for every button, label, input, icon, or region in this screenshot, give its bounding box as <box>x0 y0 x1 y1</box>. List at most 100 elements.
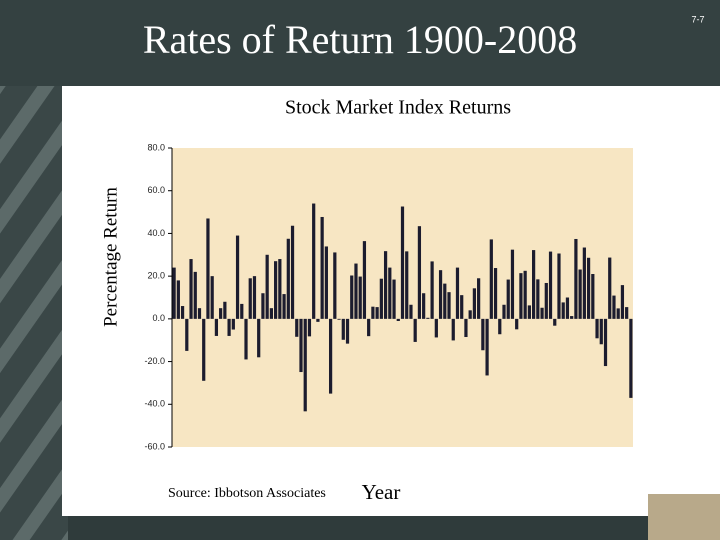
bar <box>227 318 231 336</box>
bar <box>248 278 252 319</box>
bar <box>392 279 396 319</box>
bar <box>629 318 633 398</box>
chart-title: Stock Market Index Returns <box>285 97 511 119</box>
bar <box>438 270 443 319</box>
bar <box>422 293 426 319</box>
bar <box>565 297 570 319</box>
bar <box>582 247 586 319</box>
bar <box>426 317 430 319</box>
bar <box>362 241 367 319</box>
bar <box>219 308 223 319</box>
y-tick-label: 60.0 <box>147 185 165 195</box>
bar <box>489 239 493 319</box>
bar <box>299 318 303 373</box>
bar <box>307 318 312 337</box>
bar <box>290 225 295 319</box>
bar <box>176 280 180 319</box>
bar <box>485 318 489 376</box>
y-tick-label: 40.0 <box>147 228 165 238</box>
bar <box>595 318 599 339</box>
y-tick-label: 80.0 <box>147 142 165 152</box>
y-axis-label: Percentage Return <box>100 187 121 327</box>
corner-image <box>648 494 720 540</box>
bar <box>625 307 629 319</box>
bar <box>586 257 591 319</box>
bar <box>527 305 531 319</box>
y-tick-label: 0.0 <box>152 313 165 323</box>
bar <box>231 318 235 330</box>
bar <box>354 263 358 319</box>
bar <box>185 318 189 351</box>
bar <box>455 267 460 319</box>
bar <box>544 282 548 319</box>
bar <box>206 218 210 319</box>
bar <box>616 308 620 319</box>
bar <box>417 226 422 319</box>
y-tick-label: -60.0 <box>144 441 165 451</box>
bar <box>240 303 244 319</box>
bar <box>379 278 383 319</box>
bar <box>295 318 299 337</box>
bar <box>472 288 477 319</box>
bar <box>460 295 464 319</box>
slide-title: Rates of Return 1900-2008 <box>143 17 577 62</box>
bar <box>493 268 498 319</box>
source-note: Source: Ibbotson Associates <box>168 486 326 501</box>
page-number: 7-7 <box>691 14 704 24</box>
bar <box>197 308 202 319</box>
bar <box>223 301 227 319</box>
bar <box>244 318 248 360</box>
bar <box>286 238 290 319</box>
bar <box>202 318 206 381</box>
bar <box>388 267 392 319</box>
bar <box>477 278 481 319</box>
header-band <box>0 0 720 86</box>
bar <box>193 271 197 319</box>
bar <box>447 292 451 319</box>
bar <box>451 318 455 341</box>
bar <box>341 318 345 340</box>
bar <box>265 254 269 319</box>
bar <box>515 318 519 330</box>
bar <box>405 251 409 319</box>
bar <box>396 318 400 321</box>
bar <box>278 259 282 319</box>
bar <box>553 318 557 326</box>
bar <box>603 318 608 367</box>
x-axis-label: Year <box>362 480 401 504</box>
bar <box>519 273 523 319</box>
chart: Stock Market Index Returns Percentage Re… <box>100 97 633 504</box>
bar <box>608 257 612 319</box>
bar <box>570 316 574 319</box>
bar <box>540 307 544 319</box>
bar <box>502 304 506 319</box>
bar <box>498 318 502 335</box>
y-tick-label: 20.0 <box>147 271 165 281</box>
bar <box>235 235 240 319</box>
bar <box>574 238 578 319</box>
bar <box>180 306 185 319</box>
decorative-strip <box>0 0 68 540</box>
bar <box>328 318 333 394</box>
bar <box>548 251 553 319</box>
bar <box>261 293 265 319</box>
bar <box>536 279 540 319</box>
bar <box>324 246 328 319</box>
bar <box>464 318 468 338</box>
bar <box>443 283 447 319</box>
bar <box>345 318 350 344</box>
bar <box>214 318 219 336</box>
bar <box>312 203 316 319</box>
bar <box>358 276 362 319</box>
bar <box>316 318 320 322</box>
bar <box>532 250 536 319</box>
bar <box>375 307 379 319</box>
bar <box>383 251 388 319</box>
bar <box>413 318 417 342</box>
bar <box>252 276 257 319</box>
bar <box>337 318 341 320</box>
bar <box>561 302 565 319</box>
bar <box>468 310 472 319</box>
